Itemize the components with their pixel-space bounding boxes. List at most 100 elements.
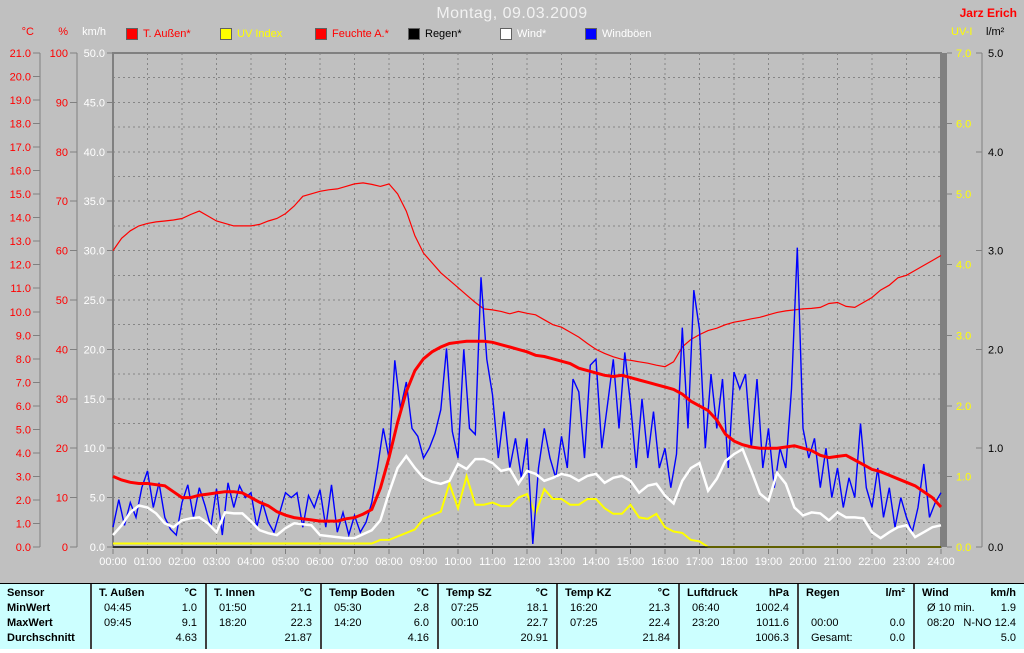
max-value: 22.7 (526, 617, 548, 629)
max-value: 22.4 (648, 617, 670, 629)
legend-label: Feuchte A.* (332, 28, 389, 40)
avg-label (207, 631, 284, 646)
avg-label (439, 631, 520, 646)
table-column-temp-kz: Temp KZ °C 16:20 21.3 07:25 22.4 21.84 (556, 584, 678, 649)
sensor-name: Luftdruck (687, 587, 738, 599)
table-min-row: 06:40 1002.4 (680, 601, 797, 616)
table-header-row: T. Außen °C (92, 586, 205, 601)
table-column-luftdruck: Luftdruck hPa 06:40 1002.4 23:20 1011.6 1006.3 (678, 584, 797, 649)
x-axis-tick-label: 08:00 (375, 556, 403, 568)
axis-tick-label-celsius: 3.0 (16, 471, 31, 483)
x-axis-tick-label: 20:00 (789, 556, 817, 568)
max-time: 00:00 (811, 617, 839, 629)
sensor-unit: °C (657, 587, 670, 599)
axis-tick-label-celsius: 4.0 (16, 448, 31, 460)
legend-item-t-au-en-[interactable]: T. Außen* (126, 28, 191, 40)
x-axis-tick-label: 11:00 (479, 556, 506, 568)
axis-tick-label-kmh: 25.0 (84, 295, 105, 307)
table-header-row: Luftdruck hPa (680, 586, 797, 601)
x-axis-tick-label: 24:00 (927, 556, 955, 568)
axis-tick-label-uv: 7.0 (956, 48, 971, 60)
x-axis-tick-label: 15:00 (617, 556, 645, 568)
table-row-label: MinWert (7, 602, 51, 614)
x-axis-tick-label: 04:00 (237, 556, 265, 568)
table-min-row: 04:45 1.0 (92, 601, 205, 616)
legend-color-swatch (408, 28, 420, 40)
table-column-wind: Wind km/h Ø 10 min. 1.9 08:20 N-NO 12.4 5.0 (913, 584, 1024, 649)
axis-tick-label-celsius: 14.0 (10, 213, 31, 225)
sensor-unit: °C (299, 587, 312, 599)
max-time: 08:20 (927, 617, 955, 629)
table-min-row (799, 601, 913, 616)
legend-item-regen-[interactable]: Regen* (408, 28, 462, 40)
x-axis-tick-label: 05:00 (272, 556, 300, 568)
x-axis-tick-label: 22:00 (858, 556, 886, 568)
x-axis-tick-label: 10:00 (444, 556, 472, 568)
series-line-feuchte-a- (112, 182, 942, 368)
sensor-unit: km/h (990, 587, 1016, 599)
series-line-wind (112, 447, 942, 540)
x-axis-tick-label: 13:00 (548, 556, 576, 568)
legend-label: Regen* (425, 28, 462, 40)
max-time: 14:20 (334, 617, 362, 629)
legend-item-uv-index[interactable]: UV Index (220, 28, 282, 40)
axis-tick-label-kmh: 40.0 (84, 147, 105, 159)
axis-tick-label-uv: 1.0 (956, 471, 971, 483)
avg-label (558, 631, 642, 646)
sensor-unit: °C (416, 587, 429, 599)
avg-value: 21.87 (284, 632, 312, 644)
table-max-row: 18:20 22.3 (207, 616, 320, 631)
axis-tick-label-celsius: 12.0 (10, 260, 31, 272)
axis-tick-label-uv: 6.0 (956, 119, 971, 131)
left-axis-header-percent: % (58, 26, 68, 38)
x-axis-tick-label: 14:00 (582, 556, 610, 568)
axis-tick-label-celsius: 19.0 (10, 95, 31, 107)
min-time: 06:40 (692, 602, 720, 614)
axis-tick-label-kmh: 15.0 (84, 394, 105, 406)
sensor-unit: °C (184, 587, 197, 599)
axis-tick-label-kmh: 0.0 (90, 542, 105, 554)
axis-tick-label-percent: 70 (56, 196, 68, 208)
avg-value: 4.63 (175, 632, 197, 644)
table-header-row: Regen l/m² (799, 586, 913, 601)
x-axis-tick-label: 16:00 (651, 556, 679, 568)
left-axis-header-celsius: °C (21, 26, 34, 38)
max-value: 1011.6 (756, 617, 789, 629)
series-line-windb-en (112, 247, 942, 545)
min-value: 21.3 (648, 602, 670, 614)
max-value: 9.1 (181, 617, 197, 629)
plot-area[interactable] (113, 53, 941, 547)
min-value: 1.9 (1000, 602, 1016, 614)
min-value: 18.1 (526, 602, 548, 614)
min-value (905, 601, 913, 616)
avg-label (915, 631, 1001, 646)
max-value: 22.3 (290, 617, 312, 629)
axis-tick-label-celsius: 1.0 (16, 518, 31, 530)
avg-value: 0.0 (889, 632, 905, 644)
max-time: 00:10 (451, 617, 479, 629)
avg-value: 1006.3 (755, 632, 789, 644)
sensor-name: T. Außen (99, 587, 145, 599)
table-avg-row: Gesamt: 0.0 (799, 631, 913, 646)
legend-item-wind-[interactable]: Wind* (500, 28, 546, 40)
axis-tick-label-celsius: 2.0 (16, 495, 31, 507)
table-max-row: 00:00 0.0 (799, 616, 913, 631)
x-axis-tick-label: 17:00 (686, 556, 714, 568)
table-avg-row: 1006.3 (680, 631, 797, 646)
table-column-t-innen: T. Innen °C 01:50 21.1 18:20 22.3 21.87 (205, 584, 320, 649)
axis-tick-label-lm2: 3.0 (988, 246, 1003, 258)
legend-color-swatch (585, 28, 597, 40)
axis-tick-label-kmh: 10.0 (84, 443, 105, 455)
legend-item-feuchte-a-[interactable]: Feuchte A.* (315, 28, 389, 40)
axis-tick-label-percent: 0 (62, 542, 68, 554)
axis-tick-label-uv: 2.0 (956, 401, 971, 413)
left-axis-header-kmh: km/h (82, 26, 106, 38)
axis-tick-label-celsius: 5.0 (16, 424, 31, 436)
legend-item-windb-en[interactable]: Windböen (585, 28, 652, 40)
sensor-unit: hPa (768, 587, 789, 599)
avg-value: 5.0 (1000, 632, 1016, 644)
axis-tick-label-lm2: 2.0 (988, 344, 1003, 356)
table-max-row: 08:20 N-NO 12.4 (915, 616, 1024, 631)
axis-tick-label-celsius: 6.0 (16, 401, 31, 413)
